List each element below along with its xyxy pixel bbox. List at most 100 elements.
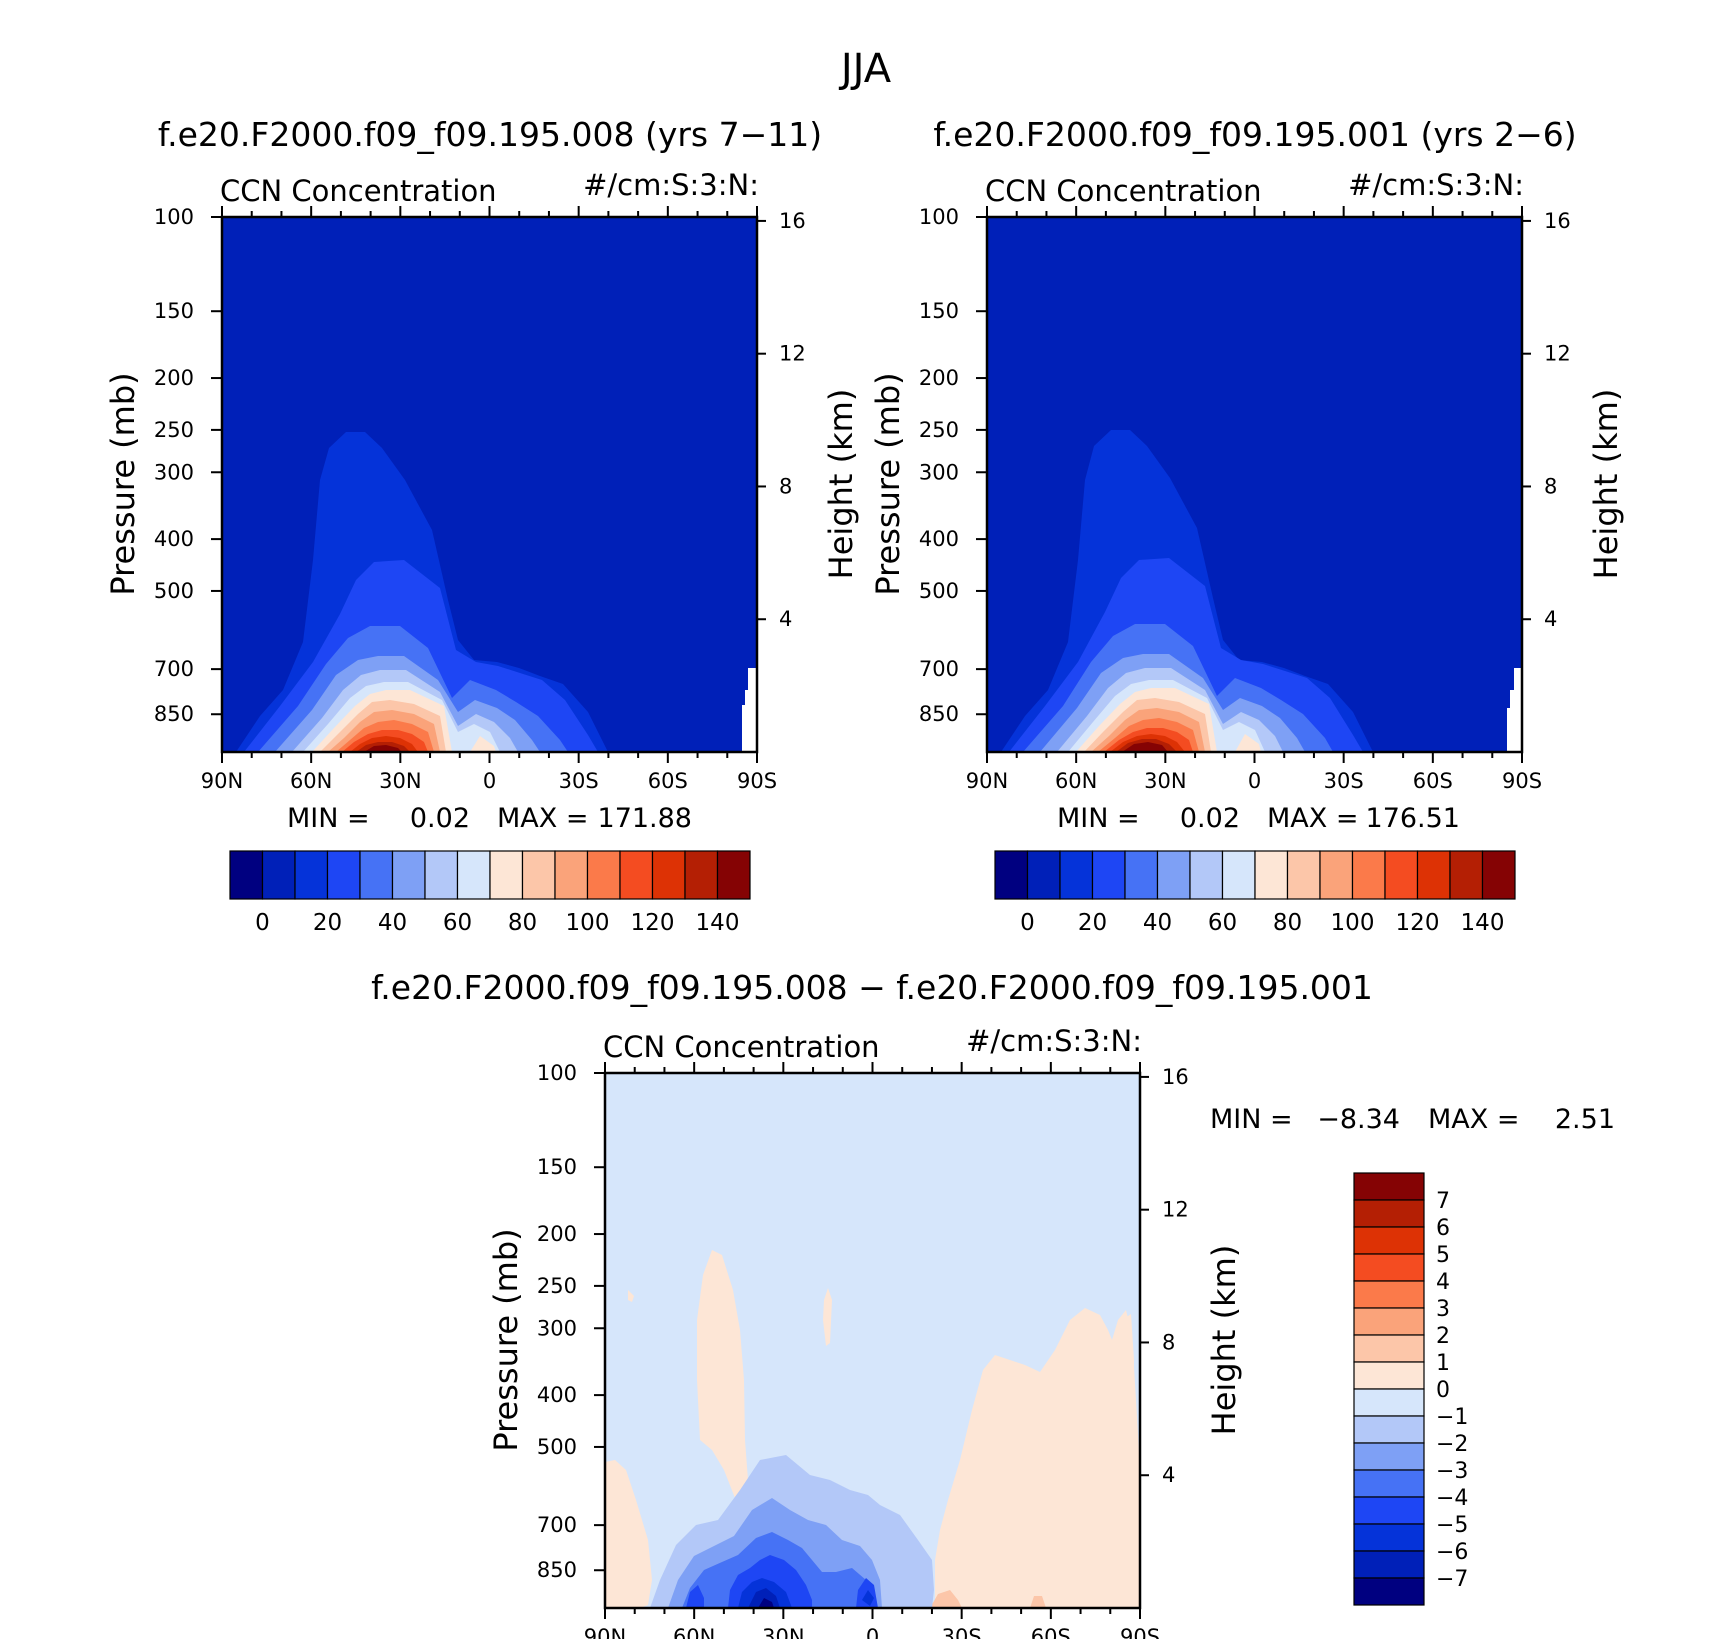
y2-tick-label: 4 xyxy=(1544,607,1557,631)
colorbar-label: −7 xyxy=(1436,1567,1468,1592)
colorbar-label: 0 xyxy=(1020,910,1035,936)
colorbar-label: 7 xyxy=(1436,1189,1450,1214)
y-tick-label: 700 xyxy=(537,1513,577,1537)
y-tick-label: 150 xyxy=(154,299,194,323)
x-tick-label: 90S xyxy=(1502,769,1542,793)
colorbar-label: 5 xyxy=(1436,1243,1450,1268)
panel-001-ylabel: Pressure (mb) xyxy=(869,372,907,595)
colorbar-box xyxy=(1351,850,1386,900)
y-tick-label: 850 xyxy=(154,702,194,726)
colorbar-label: 6 xyxy=(1436,1216,1450,1241)
colorbar-label: −3 xyxy=(1436,1459,1468,1484)
panel-001-title: f.e20.F2000.f09_f09.195.001 (yrs 2−6) xyxy=(933,115,1576,154)
panel-001: f.e20.F2000.f09_f09.195.001 (yrs 2−6) CC… xyxy=(869,115,1625,936)
y-tick-label: 100 xyxy=(919,205,959,229)
colorbar-box xyxy=(456,850,491,900)
panel-008-title: f.e20.F2000.f09_f09.195.008 (yrs 7−11) xyxy=(158,115,822,154)
panel-diff-ylabel: Pressure (mb) xyxy=(487,1228,525,1451)
colorbar-label: 0 xyxy=(255,910,270,936)
panel-001-min-label: MIN = xyxy=(1057,803,1140,834)
x-tick-label: 60N xyxy=(1055,769,1097,793)
y-tick-label: 400 xyxy=(154,527,194,551)
colorbar-box xyxy=(1353,1469,1425,1498)
colorbar-box xyxy=(1254,850,1289,900)
colorbar-box xyxy=(1384,850,1419,900)
y-tick-label: 850 xyxy=(537,1558,577,1582)
y-tick-label: 100 xyxy=(154,205,194,229)
colorbar-box xyxy=(619,850,654,900)
colorbar-box xyxy=(1319,850,1354,900)
colorbar-label: 3 xyxy=(1436,1297,1450,1322)
y2-tick-label: 8 xyxy=(779,474,792,498)
panel-diff-min-value: −8.34 xyxy=(1317,1104,1400,1135)
colorbar-label: −6 xyxy=(1436,1540,1468,1565)
colorbar-label: 20 xyxy=(1078,910,1107,936)
panel-diff: f.e20.F2000.f09_f09.195.008 − f.e20.F200… xyxy=(371,968,1615,1639)
colorbar-box xyxy=(229,850,264,900)
colorbar-box xyxy=(554,850,589,900)
y-tick-label: 150 xyxy=(919,299,959,323)
panel-diff-min-label: MIN = xyxy=(1210,1104,1293,1135)
panel-008-max-label: MAX = xyxy=(497,803,588,834)
x-tick-label: 60S xyxy=(1031,1625,1071,1639)
panel-008-max-value: 171.88 xyxy=(598,803,692,834)
y-tick-label: 500 xyxy=(919,579,959,603)
panel-diff-variable-label: CCN Concentration xyxy=(603,1030,880,1064)
contour-pos-upper-blob-1 xyxy=(823,1288,832,1346)
x-tick-label: 0 xyxy=(483,769,496,793)
x-tick-label: 0 xyxy=(1248,769,1261,793)
panel-diff-y2label: Height (km) xyxy=(1205,1245,1243,1436)
panel-008-units-label: #/cm:S:3:N: xyxy=(583,168,759,202)
contour-pos-left-edge xyxy=(605,1460,652,1608)
colorbar-label: 80 xyxy=(508,910,537,936)
colorbar-box xyxy=(1286,850,1321,900)
missing-data-mask xyxy=(742,668,757,752)
y-tick-label: 300 xyxy=(537,1316,577,1340)
x-tick-label: 90S xyxy=(737,769,777,793)
colorbar-box xyxy=(586,850,621,900)
colorbar-box xyxy=(1091,850,1126,900)
y2-tick-label: 4 xyxy=(1162,1463,1175,1487)
colorbar-label: 40 xyxy=(1143,910,1172,936)
colorbar-box xyxy=(326,850,361,900)
colorbar-label: 1 xyxy=(1436,1351,1450,1376)
colorbar-box xyxy=(1353,1361,1425,1390)
colorbar-box xyxy=(1449,850,1484,900)
colorbar-label: 20 xyxy=(313,910,342,936)
y-tick-label: 700 xyxy=(919,657,959,681)
y-tick-label: 200 xyxy=(154,366,194,390)
colorbar-box xyxy=(489,850,524,900)
x-tick-label: 0 xyxy=(866,1625,879,1639)
y-tick-label: 500 xyxy=(537,1435,577,1459)
colorbar-box xyxy=(261,850,296,900)
panel-008-ylabel: Pressure (mb) xyxy=(104,372,142,595)
y-tick-label: 850 xyxy=(919,702,959,726)
y-tick-label: 200 xyxy=(537,1222,577,1246)
y2-tick-label: 8 xyxy=(1544,474,1557,498)
panel-008-contour-field xyxy=(222,217,757,752)
panel-001-colorbar: 0 20 40 60 80 100 120 140 xyxy=(994,850,1516,936)
y2-tick-label: 12 xyxy=(1162,1198,1189,1222)
panel-diff-max-value: 2.51 xyxy=(1555,1104,1615,1135)
y-tick-label: 250 xyxy=(919,418,959,442)
y2-tick-label: 4 xyxy=(779,607,792,631)
colorbar-box xyxy=(1353,1307,1425,1336)
colorbar-box xyxy=(1353,1496,1425,1525)
y-tick-label: 250 xyxy=(537,1274,577,1298)
panel-001-units-label: #/cm:S:3:N: xyxy=(1348,168,1524,202)
colorbar-label: −2 xyxy=(1436,1432,1468,1457)
panel-diff-axes: 90N 60N 30N 0 30S 60S 90S 100 150 200 250 300 400 500… xyxy=(537,1061,1189,1639)
colorbar-label: 4 xyxy=(1436,1270,1450,1295)
colorbar-box xyxy=(1189,850,1224,900)
contour-pos-plume xyxy=(697,1250,748,1505)
panel-diff-contour-field xyxy=(605,1073,1140,1608)
colorbar-box xyxy=(1026,850,1061,900)
contour-pos-upper-blob-2 xyxy=(628,1290,634,1302)
y-tick-label: 300 xyxy=(154,460,194,484)
panel-001-y2label: Height (km) xyxy=(1587,389,1625,580)
contour-pos-right-region xyxy=(935,1308,1140,1608)
panel-diff-max-label: MAX = xyxy=(1428,1104,1519,1135)
contour-neg-below-7 xyxy=(758,1598,774,1608)
colorbar-label: 2 xyxy=(1436,1324,1450,1349)
